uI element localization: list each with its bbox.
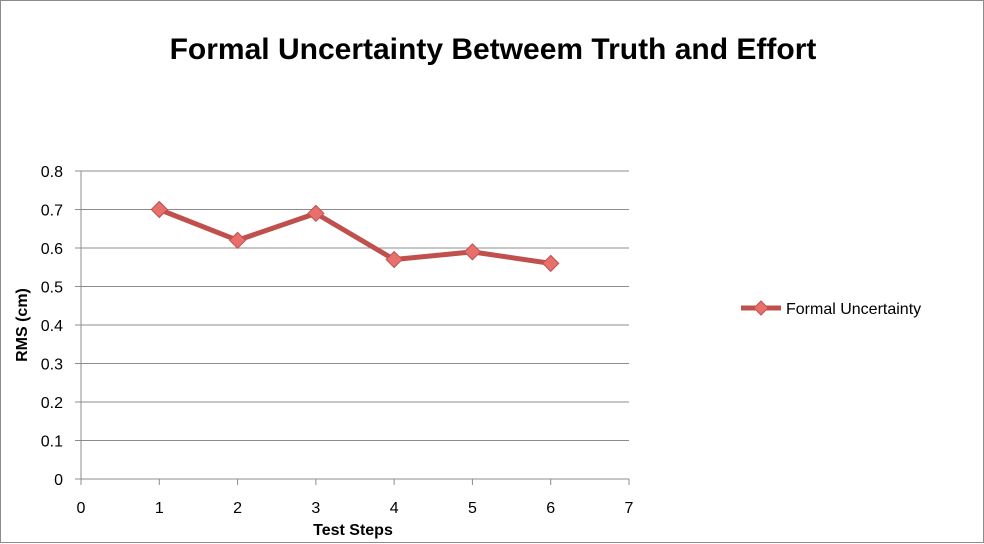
x-tick-label: 4 [390,500,399,517]
data-point [463,243,482,261]
gridlines [81,170,629,441]
x-tick-label: 2 [233,500,242,517]
y-tick-label: 0.8 [41,164,63,181]
x-tick-label: 5 [468,500,477,517]
y-tick-labels: 0 0.1 0.2 0.3 0.4 0.5 0.6 0.7 0.8 [41,164,81,489]
chart-title: Formal Uncertainty Betweem Truth and Eff… [170,33,817,66]
x-tick-labels: 0 1 2 3 4 5 6 7 [77,479,634,517]
data-point [150,200,168,219]
series-formal-uncertainty [150,200,560,273]
x-tick-label: 7 [625,500,634,517]
y-tick-label: 0.7 [41,203,63,220]
data-point [307,204,325,223]
y-tick-label: 0.1 [41,434,63,451]
y-tick-label: 0.4 [41,318,63,335]
y-tick-label: 0.3 [41,357,63,374]
y-tick-label: 0 [54,472,63,489]
legend-label: Formal Uncertainty [786,301,921,318]
x-tick-label: 3 [311,500,320,517]
data-point [228,231,247,250]
data-point [385,250,403,269]
x-tick-label: 0 [77,500,86,517]
legend: Formal Uncertainty [741,300,921,318]
y-tick-label: 0.5 [41,280,63,297]
y-axis-title: RMS (cm) [14,288,31,362]
x-tick-label: 1 [155,500,164,517]
x-axis-title: Test Steps [313,522,393,539]
x-tick-label: 6 [546,500,555,517]
y-tick-label: 0.2 [41,395,63,412]
legend-marker [753,300,769,316]
y-tick-label: 0.6 [41,241,63,258]
data-point [542,254,560,273]
series-line [156,207,554,266]
